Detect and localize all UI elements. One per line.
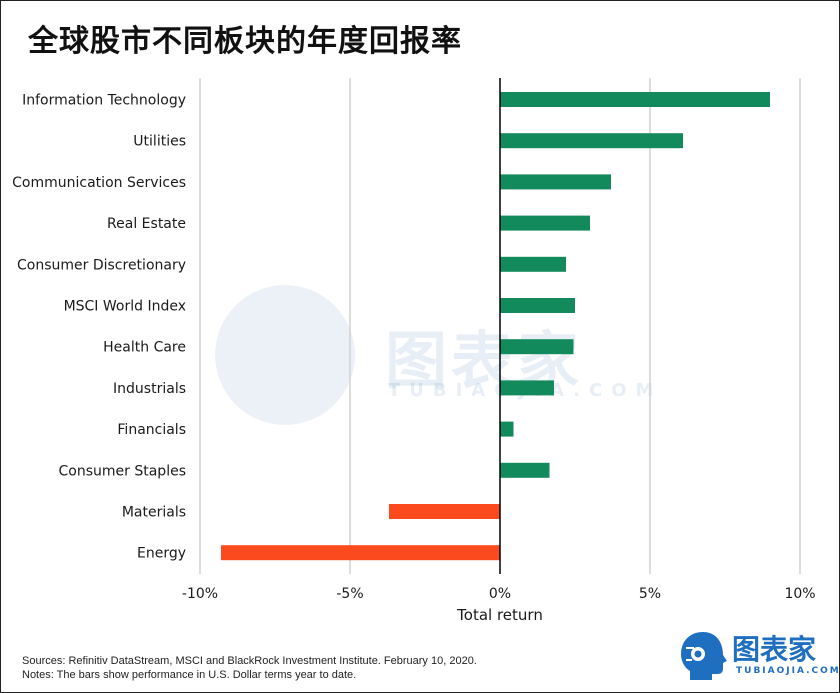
x-tick-label: 10% [784, 586, 815, 602]
x-tick-label: 0% [489, 586, 511, 602]
category-label: Health Care [103, 340, 186, 356]
bar [500, 215, 590, 231]
category-labels: Information Technology Utilities Communica… [12, 93, 186, 562]
category-label: Consumer Discretionary [17, 257, 186, 273]
brand-logo: 图表家 TUBIAOJIA.COM [676, 628, 839, 686]
x-tick-label: 5% [639, 586, 661, 602]
bar [500, 133, 683, 149]
footnotes: Sources: Refinitiv DataStream, MSCI and … [22, 654, 477, 682]
watermark-head-icon [215, 285, 355, 425]
bar [389, 504, 500, 519]
bar [500, 92, 770, 107]
bar [500, 174, 611, 190]
category-label: Real Estate [107, 216, 186, 232]
category-label: Financials [117, 422, 186, 438]
sources-note: Sources: Refinitiv DataStream, MSCI and … [22, 655, 477, 667]
grid-lines [199, 78, 801, 574]
category-label: Consumer Staples [59, 463, 186, 479]
x-tick-label: -10% [182, 586, 218, 602]
x-axis-title: Total return [456, 606, 543, 624]
bar [500, 421, 514, 437]
bar [500, 462, 550, 478]
bar [500, 380, 554, 396]
bar [500, 339, 574, 355]
category-label: Energy [137, 546, 186, 562]
category-label: Materials [122, 505, 186, 521]
x-tick-labels: -10% -5% 0% 5% 10% [182, 586, 816, 602]
category-label: Utilities [133, 134, 186, 150]
bar [221, 545, 500, 561]
category-label: MSCI World Index [64, 299, 186, 315]
category-label: Communication Services [12, 175, 186, 191]
bars [221, 92, 770, 561]
bar [500, 298, 575, 313]
logo-subtext: TUBIAOJIA.COM [736, 666, 840, 676]
x-tick-label: -5% [336, 586, 363, 602]
category-label: Industrials [113, 381, 186, 397]
bar [500, 256, 566, 272]
logo-text: 图表家 [732, 633, 817, 666]
robot-head-icon [681, 632, 727, 680]
category-label: Information Technology [22, 93, 186, 109]
notes-note: Notes: The bars show performance in U.S.… [22, 669, 357, 681]
chart-title: 全球股市不同板块的年度回报率 [28, 24, 462, 59]
